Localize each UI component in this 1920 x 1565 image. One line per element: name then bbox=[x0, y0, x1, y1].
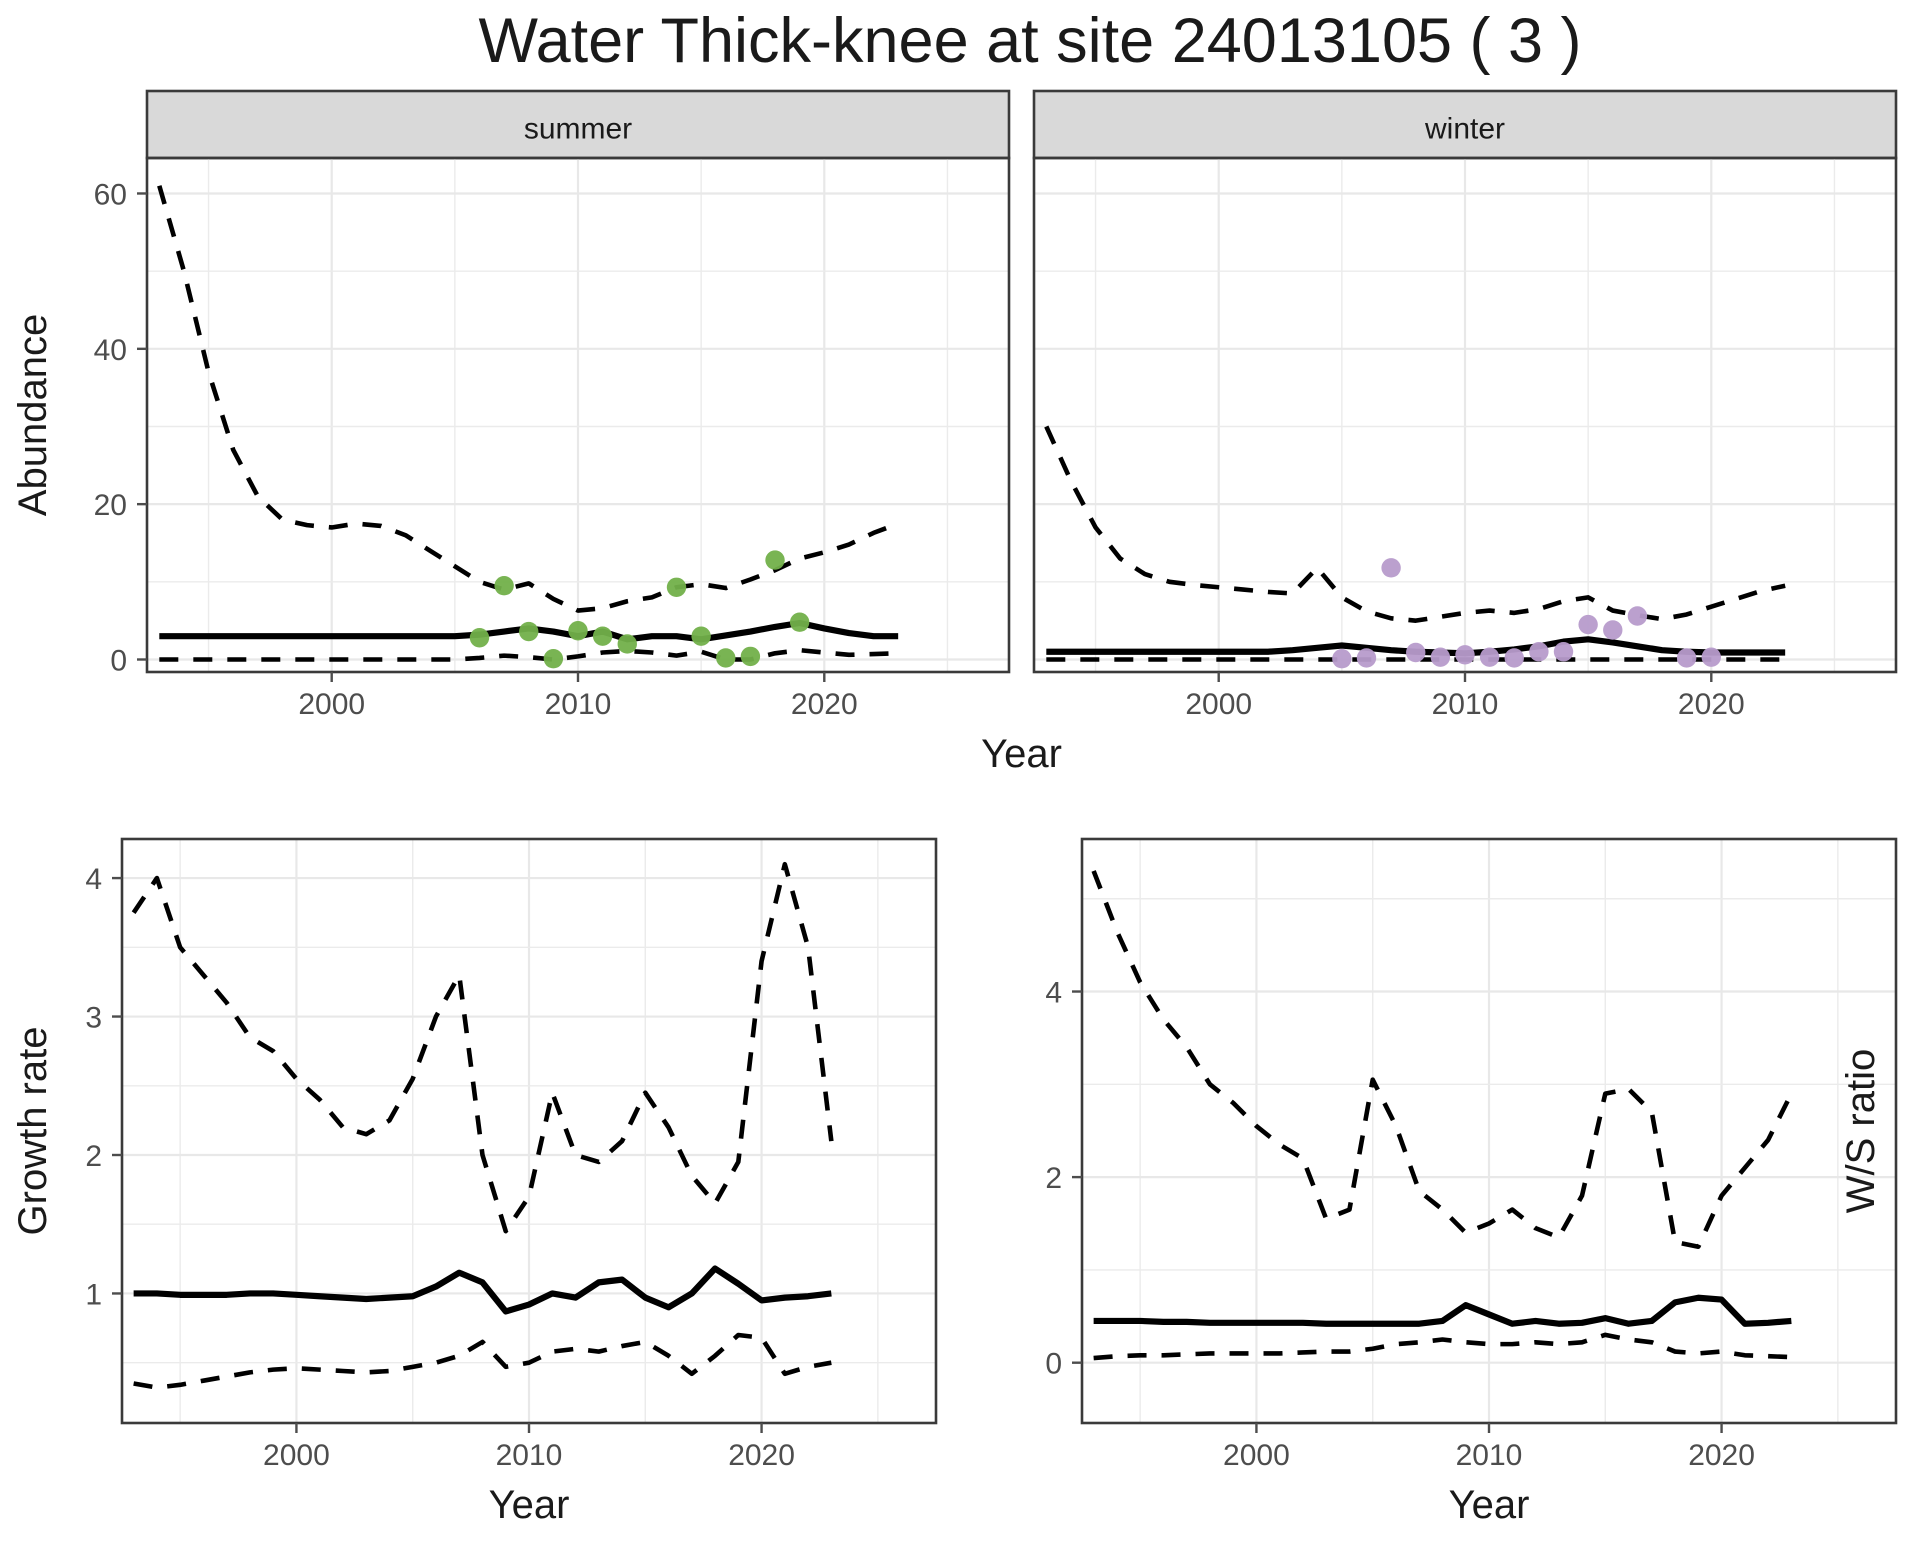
svg-text:3: 3 bbox=[85, 1002, 102, 1035]
svg-text:2010: 2010 bbox=[496, 1439, 563, 1472]
svg-text:40: 40 bbox=[94, 334, 127, 367]
svg-text:Year: Year bbox=[981, 732, 1062, 776]
svg-text:2000: 2000 bbox=[1185, 688, 1252, 721]
svg-text:winter: winter bbox=[1424, 113, 1505, 146]
svg-text:0: 0 bbox=[1045, 1348, 1062, 1381]
svg-text:Year: Year bbox=[489, 1483, 570, 1527]
svg-text:2000: 2000 bbox=[263, 1439, 330, 1472]
svg-text:2: 2 bbox=[1045, 1162, 1062, 1195]
svg-text:1: 1 bbox=[85, 1278, 102, 1311]
svg-text:Water Thick-knee at site 24013: Water Thick-knee at site 24013105 ( 3 ) bbox=[478, 6, 1581, 76]
svg-text:60: 60 bbox=[94, 178, 127, 211]
svg-text:Growth rate: Growth rate bbox=[11, 1027, 55, 1236]
svg-text:2010: 2010 bbox=[545, 688, 612, 721]
svg-text:2020: 2020 bbox=[728, 1439, 795, 1472]
svg-text:20: 20 bbox=[94, 489, 127, 522]
svg-text:2010: 2010 bbox=[1432, 688, 1499, 721]
svg-text:4: 4 bbox=[85, 863, 102, 896]
svg-text:Abundance: Abundance bbox=[11, 314, 55, 516]
svg-text:Year: Year bbox=[1449, 1483, 1530, 1527]
svg-text:4: 4 bbox=[1045, 977, 1062, 1010]
svg-text:2010: 2010 bbox=[1456, 1439, 1523, 1472]
svg-text:2000: 2000 bbox=[1223, 1439, 1290, 1472]
svg-text:W/S ratio: W/S ratio bbox=[1839, 1049, 1883, 1213]
svg-text:2020: 2020 bbox=[791, 688, 858, 721]
svg-text:2020: 2020 bbox=[1678, 688, 1745, 721]
svg-text:2: 2 bbox=[85, 1140, 102, 1173]
svg-text:2000: 2000 bbox=[298, 688, 365, 721]
svg-text:2020: 2020 bbox=[1688, 1439, 1755, 1472]
svg-text:0: 0 bbox=[110, 645, 127, 678]
svg-text:summer: summer bbox=[524, 113, 632, 146]
